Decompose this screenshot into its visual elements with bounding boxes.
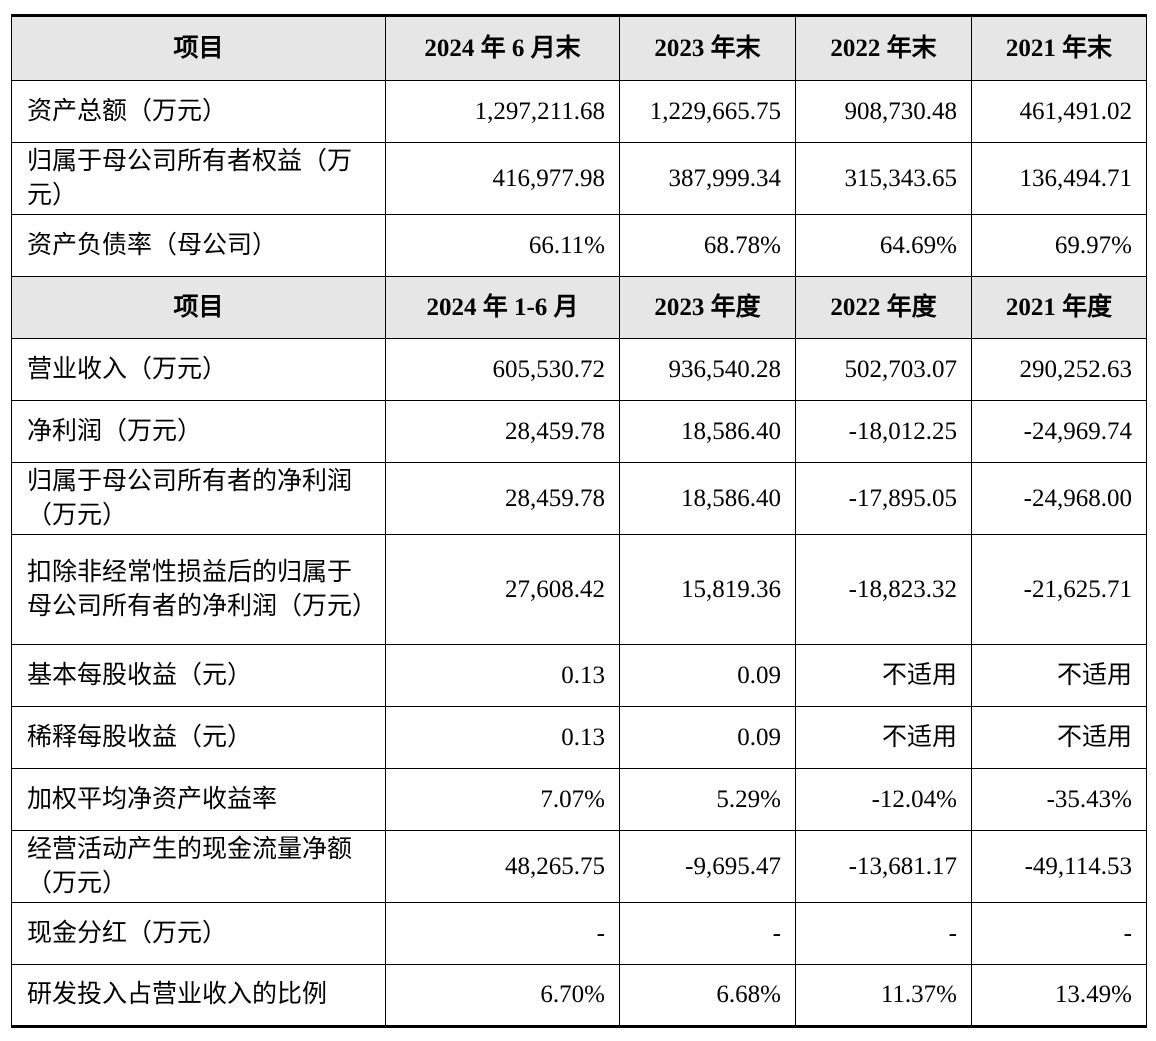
header-cell-2021-end: 2021 年末 [971, 14, 1147, 81]
header-cell-2021-year: 2021 年度 [971, 276, 1147, 339]
cell-value: 64.69% [795, 214, 972, 277]
table-row: 归属于母公司所有者权益（万元） 416,977.98 387,999.34 31… [11, 142, 1147, 215]
cell-value: 908,730.48 [795, 80, 972, 143]
cell-value: - [619, 902, 796, 965]
cell-value: -21,625.71 [971, 534, 1147, 645]
cell-value: 461,491.02 [971, 80, 1147, 143]
cell-value: 936,540.28 [619, 338, 796, 401]
cell-value: 28,459.78 [385, 400, 620, 463]
row-label: 营业收入（万元） [11, 338, 386, 401]
table-row: 扣除非经常性损益后的归属于母公司所有者的净利润（万元） 27,608.42 15… [11, 534, 1147, 645]
cell-value: 不适用 [971, 644, 1147, 707]
cell-value: -49,114.53 [971, 830, 1147, 903]
cell-value: 502,703.07 [795, 338, 972, 401]
cell-value: 不适用 [971, 706, 1147, 769]
row-label: 现金分红（万元） [11, 902, 386, 965]
cell-value: -24,969.74 [971, 400, 1147, 463]
financial-summary-table: 项目 2024 年 6 月末 2023 年末 2022 年末 2021 年末 资… [11, 14, 1147, 1028]
cell-value: -9,695.47 [619, 830, 796, 903]
table-row: 净利润（万元） 28,459.78 18,586.40 -18,012.25 -… [11, 400, 1147, 463]
row-label: 加权平均净资产收益率 [11, 768, 386, 831]
cell-value: 0.13 [385, 706, 620, 769]
table-header-row: 项目 2024 年 1-6 月 2023 年度 2022 年度 2021 年度 [11, 276, 1147, 339]
table-row: 稀释每股收益（元） 0.13 0.09 不适用 不适用 [11, 706, 1147, 769]
cell-value: 5.29% [619, 768, 796, 831]
cell-value: 11.37% [795, 964, 972, 1028]
cell-value: 290,252.63 [971, 338, 1147, 401]
header-cell-2022-year: 2022 年度 [795, 276, 972, 339]
row-label: 资产总额（万元） [11, 80, 386, 143]
table-row: 现金分红（万元） - - - - [11, 902, 1147, 965]
cell-value: -13,681.17 [795, 830, 972, 903]
cell-value: 48,265.75 [385, 830, 620, 903]
cell-value: 605,530.72 [385, 338, 620, 401]
row-label: 研发投入占营业收入的比例 [11, 964, 386, 1028]
header-cell-item: 项目 [11, 276, 386, 339]
row-label: 稀释每股收益（元） [11, 706, 386, 769]
row-label: 基本每股收益（元） [11, 644, 386, 707]
cell-value: 69.97% [971, 214, 1147, 277]
row-label: 归属于母公司所有者权益（万元） [11, 142, 386, 215]
cell-value: 18,586.40 [619, 462, 796, 535]
table-header-row: 项目 2024 年 6 月末 2023 年末 2022 年末 2021 年末 [11, 14, 1147, 81]
row-label: 扣除非经常性损益后的归属于母公司所有者的净利润（万元） [11, 534, 386, 645]
cell-value: 28,459.78 [385, 462, 620, 535]
cell-value: 1,229,665.75 [619, 80, 796, 143]
header-cell-2023-year: 2023 年度 [619, 276, 796, 339]
row-label: 经营活动产生的现金流量净额（万元） [11, 830, 386, 903]
cell-value: 387,999.34 [619, 142, 796, 215]
cell-value: 27,608.42 [385, 534, 620, 645]
header-cell-item: 项目 [11, 14, 386, 81]
table-row: 研发投入占营业收入的比例 6.70% 6.68% 11.37% 13.49% [11, 964, 1147, 1028]
row-label: 归属于母公司所有者的净利润（万元） [11, 462, 386, 535]
header-cell-2024-jun: 2024 年 6 月末 [385, 14, 620, 81]
cell-value: -35.43% [971, 768, 1147, 831]
table-row: 归属于母公司所有者的净利润（万元） 28,459.78 18,586.40 -1… [11, 462, 1147, 535]
table-row: 加权平均净资产收益率 7.07% 5.29% -12.04% -35.43% [11, 768, 1147, 831]
cell-value: -18,012.25 [795, 400, 972, 463]
cell-value: 15,819.36 [619, 534, 796, 645]
cell-value: 不适用 [795, 644, 972, 707]
table-row: 基本每股收益（元） 0.13 0.09 不适用 不适用 [11, 644, 1147, 707]
cell-value: 6.70% [385, 964, 620, 1028]
header-cell-2022-end: 2022 年末 [795, 14, 972, 81]
cell-value: - [385, 902, 620, 965]
cell-value: 不适用 [795, 706, 972, 769]
cell-value: 0.09 [619, 644, 796, 707]
cell-value: 68.78% [619, 214, 796, 277]
row-label: 资产负债率（母公司） [11, 214, 386, 277]
cell-value: - [795, 902, 972, 965]
table-row: 经营活动产生的现金流量净额（万元） 48,265.75 -9,695.47 -1… [11, 830, 1147, 903]
table-row: 资产总额（万元） 1,297,211.68 1,229,665.75 908,7… [11, 80, 1147, 143]
cell-value: 315,343.65 [795, 142, 972, 215]
cell-value: 18,586.40 [619, 400, 796, 463]
cell-value: -24,968.00 [971, 462, 1147, 535]
header-cell-2024-h1: 2024 年 1-6 月 [385, 276, 620, 339]
cell-value: 13.49% [971, 964, 1147, 1028]
cell-value: 66.11% [385, 214, 620, 277]
cell-value: 7.07% [385, 768, 620, 831]
cell-value: 6.68% [619, 964, 796, 1028]
header-cell-2023-end: 2023 年末 [619, 14, 796, 81]
table-row: 资产负债率（母公司） 66.11% 68.78% 64.69% 69.97% [11, 214, 1147, 277]
cell-value: 136,494.71 [971, 142, 1147, 215]
cell-value: -12.04% [795, 768, 972, 831]
row-label: 净利润（万元） [11, 400, 386, 463]
cell-value: - [971, 902, 1147, 965]
cell-value: 0.13 [385, 644, 620, 707]
cell-value: 416,977.98 [385, 142, 620, 215]
cell-value: -17,895.05 [795, 462, 972, 535]
cell-value: -18,823.32 [795, 534, 972, 645]
cell-value: 0.09 [619, 706, 796, 769]
cell-value: 1,297,211.68 [385, 80, 620, 143]
table-row: 营业收入（万元） 605,530.72 936,540.28 502,703.0… [11, 338, 1147, 401]
